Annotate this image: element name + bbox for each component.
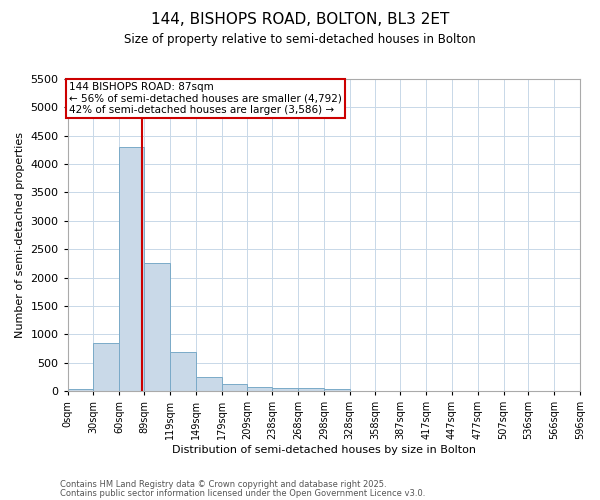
Bar	[94, 343, 119, 391]
Bar	[298, 388, 324, 391]
Y-axis label: Number of semi-detached properties: Number of semi-detached properties	[15, 132, 25, 338]
Text: Contains HM Land Registry data © Crown copyright and database right 2025.: Contains HM Land Registry data © Crown c…	[60, 480, 386, 489]
Bar	[170, 352, 196, 391]
Text: Size of property relative to semi-detached houses in Bolton: Size of property relative to semi-detach…	[124, 32, 476, 46]
Bar	[119, 147, 144, 391]
Bar	[196, 377, 221, 391]
Bar	[324, 390, 350, 391]
Text: 144, BISHOPS ROAD, BOLTON, BL3 2ET: 144, BISHOPS ROAD, BOLTON, BL3 2ET	[151, 12, 449, 28]
Bar	[272, 388, 298, 391]
Bar	[68, 390, 94, 391]
Text: 144 BISHOPS ROAD: 87sqm
← 56% of semi-detached houses are smaller (4,792)
42% of: 144 BISHOPS ROAD: 87sqm ← 56% of semi-de…	[70, 82, 343, 115]
Text: Contains public sector information licensed under the Open Government Licence v3: Contains public sector information licen…	[60, 488, 425, 498]
Bar	[144, 264, 170, 391]
X-axis label: Distribution of semi-detached houses by size in Bolton: Distribution of semi-detached houses by …	[172, 445, 476, 455]
Bar	[221, 384, 247, 391]
Bar	[247, 387, 272, 391]
